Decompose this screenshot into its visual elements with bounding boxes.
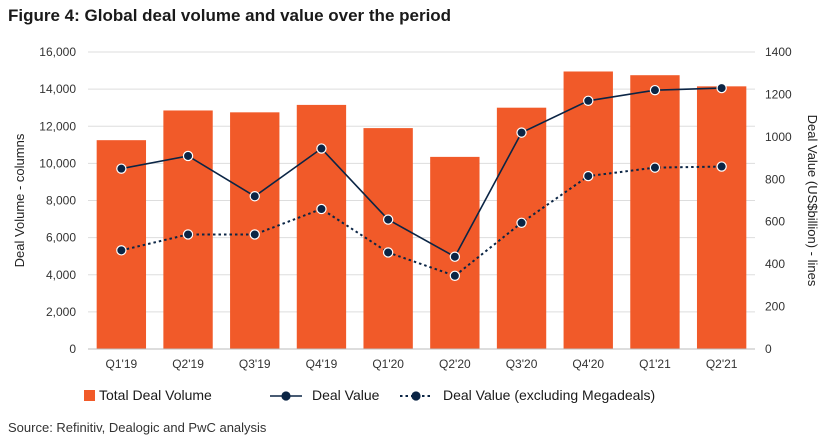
y2-tick-label: 0: [765, 342, 772, 356]
data-point: [649, 84, 661, 96]
y2-tick-label: 1400: [765, 45, 792, 59]
y2-axis-title: Deal Value (US$billion) - lines: [805, 115, 820, 287]
bar: [96, 140, 147, 349]
figure-number: Figure 4:: [8, 6, 80, 25]
bars: [96, 71, 747, 349]
y-tick-label: 8,000: [46, 194, 76, 208]
y2-tick-label: 600: [765, 215, 785, 229]
data-point: [583, 95, 594, 106]
legend-label: Deal Value (excluding Megadeals): [443, 387, 655, 403]
lines: [116, 82, 727, 282]
x-tick-label: Q2'20: [439, 357, 471, 371]
y2-tick-label: 1000: [765, 130, 792, 144]
y2-tick-label: 200: [765, 300, 785, 314]
data-point: [382, 247, 394, 258]
legend-label: Deal Value: [312, 387, 380, 403]
y-tick-label: 16,000: [39, 45, 76, 59]
deal-value-ex-megadeals-line: [121, 165, 722, 277]
y2-tick-label: 1200: [765, 87, 792, 101]
y2-tick-label: 400: [765, 257, 785, 271]
y-tick-label: 14,000: [39, 82, 76, 96]
y-tick-label: 0: [69, 342, 76, 356]
combo-chart: 0 2,000 4,000 6,000 8,000 10,000 12,000 14,000 1…: [12, 45, 820, 403]
data-point: [449, 251, 461, 262]
x-tick-label: Q4'19: [306, 357, 338, 371]
y-tick-label: 6,000: [46, 231, 76, 245]
bar: [696, 86, 747, 349]
axes: 0 2,000 4,000 6,000 8,000 10,000 12,000 14,000 1…: [12, 45, 820, 371]
x-tick-label: Q2'21: [706, 357, 738, 371]
bar: [630, 75, 680, 349]
y-tick-label: 2,000: [46, 305, 76, 319]
legend-marker: [281, 391, 291, 401]
legend: Total Deal Volume Deal Value Deal Value (e…: [84, 387, 655, 403]
data-point: [649, 162, 661, 173]
data-point: [116, 163, 127, 174]
x-tick-label: Q4'20: [572, 357, 604, 371]
data-point: [116, 245, 127, 256]
data-point: [382, 214, 394, 225]
legend-marker: [411, 391, 421, 401]
y-tick-label: 12,000: [39, 119, 76, 133]
chart-title: Figure 4: Global deal volume and value o…: [8, 6, 451, 26]
bar: [296, 104, 347, 349]
x-tick-label: Q1'20: [372, 357, 404, 371]
y-tick-label: 4,000: [46, 268, 76, 282]
bar: [563, 71, 613, 349]
bar: [496, 107, 547, 349]
legend-swatch-bar: [84, 390, 95, 401]
data-point: [716, 161, 727, 172]
legend-label: Total Deal Volume: [99, 387, 212, 403]
deal-value-line: [121, 87, 722, 258]
data-point: [716, 82, 727, 94]
data-point: [449, 270, 461, 282]
data-point: [182, 229, 194, 240]
data-point: [316, 203, 327, 215]
y-tick-label: 10,000: [39, 156, 76, 170]
data-point: [249, 191, 260, 202]
x-tick-label: Q1'19: [106, 357, 138, 371]
x-tick-label: Q3'20: [506, 357, 538, 371]
x-tick-label: Q2'19: [172, 357, 204, 371]
data-point: [516, 217, 527, 228]
bar: [363, 128, 413, 349]
data-point: [583, 170, 594, 182]
x-tick-label: Q1'21: [639, 357, 671, 371]
figure-title-text: Global deal volume and value over the pe…: [84, 6, 452, 25]
x-tick-label: Q3'19: [239, 357, 271, 371]
source-note: Source: Refinitiv, Dealogic and PwC anal…: [8, 420, 267, 435]
data-point: [182, 150, 194, 162]
y-axis-title: Deal Volume - columns: [12, 133, 27, 267]
y2-tick-label: 800: [765, 172, 785, 186]
data-point: [316, 143, 327, 154]
data-point: [249, 229, 260, 240]
data-point: [516, 127, 527, 138]
